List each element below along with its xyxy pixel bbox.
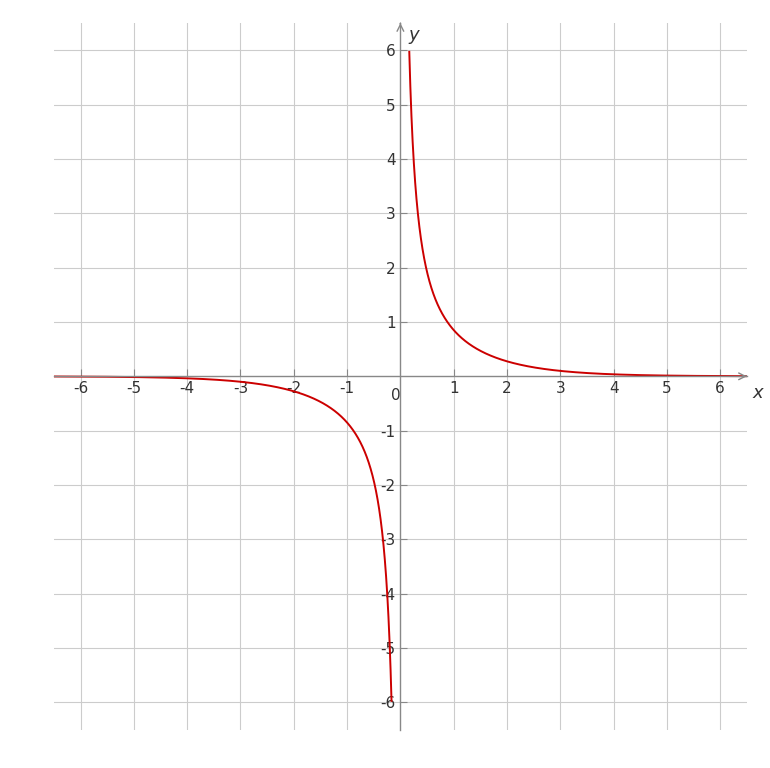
Text: x: x: [752, 384, 763, 402]
Text: y: y: [408, 26, 419, 44]
Text: 0: 0: [390, 389, 400, 403]
